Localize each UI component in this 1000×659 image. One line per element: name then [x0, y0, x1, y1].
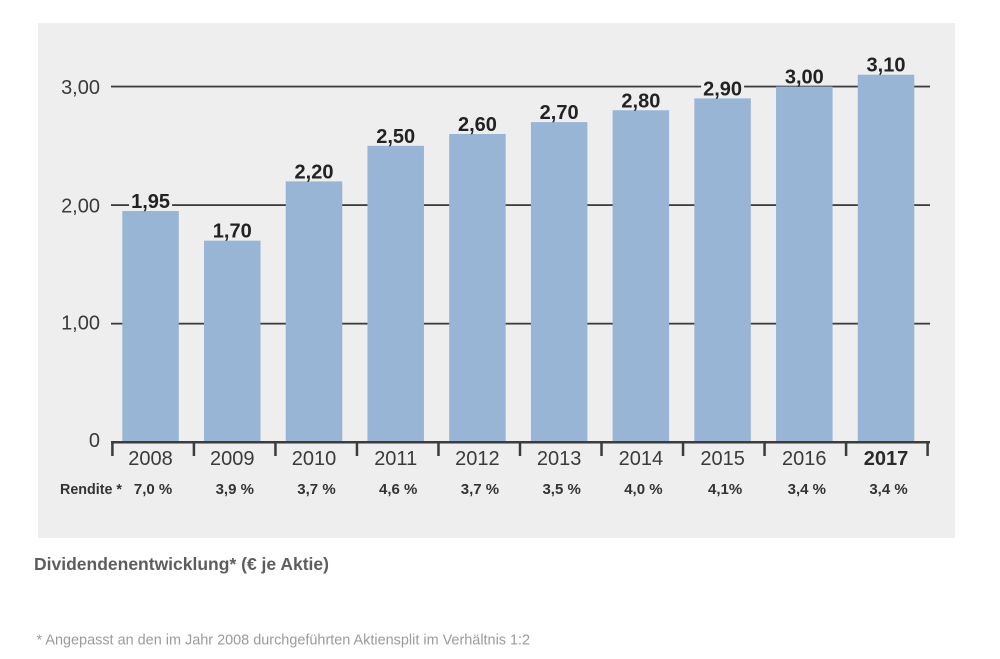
svg-text:Rendite *: Rendite *	[60, 482, 122, 498]
svg-text:1,00: 1,00	[61, 313, 100, 335]
svg-text:2,20: 2,20	[295, 161, 334, 183]
svg-text:3,10: 3,10	[867, 55, 906, 77]
svg-text:2,60: 2,60	[458, 114, 497, 136]
svg-text:4,1%: 4,1%	[708, 481, 742, 498]
svg-text:2009: 2009	[210, 448, 255, 470]
svg-text:0: 0	[89, 430, 100, 452]
svg-text:3,00: 3,00	[785, 67, 824, 89]
svg-text:* Angepasst an den im Jahr 200: * Angepasst an den im Jahr 2008 durchgef…	[37, 633, 531, 649]
svg-text:2008: 2008	[128, 448, 173, 470]
svg-text:3,5 %: 3,5 %	[542, 481, 580, 498]
svg-text:2012: 2012	[455, 448, 500, 470]
svg-text:2,80: 2,80	[621, 90, 660, 112]
svg-text:4,6 %: 4,6 %	[379, 481, 417, 498]
svg-text:2015: 2015	[700, 448, 745, 470]
svg-text:3,7 %: 3,7 %	[461, 481, 499, 498]
svg-text:7,0 %: 7,0 %	[134, 481, 172, 498]
svg-text:2,50: 2,50	[376, 126, 415, 148]
svg-text:2014: 2014	[619, 448, 664, 470]
svg-text:1,95: 1,95	[131, 191, 170, 213]
svg-text:4,0 %: 4,0 %	[624, 481, 662, 498]
svg-text:2,70: 2,70	[540, 102, 579, 124]
svg-text:2011: 2011	[374, 448, 417, 470]
svg-text:3,00: 3,00	[61, 77, 100, 99]
svg-text:3,7 %: 3,7 %	[297, 481, 335, 498]
svg-text:2,90: 2,90	[703, 78, 742, 100]
svg-text:3,9 %: 3,9 %	[216, 481, 254, 498]
svg-text:1,70: 1,70	[213, 221, 252, 243]
svg-text:3,4 %: 3,4 %	[788, 481, 826, 498]
svg-text:3,4 %: 3,4 %	[869, 481, 907, 498]
svg-text:2010: 2010	[292, 448, 337, 470]
svg-text:2,00: 2,00	[61, 195, 100, 217]
svg-text:2017: 2017	[864, 448, 909, 470]
svg-text:2016: 2016	[782, 448, 827, 470]
svg-text:2013: 2013	[537, 448, 582, 470]
svg-text:Dividendenentwicklung* (€ je A: Dividendenentwicklung* (€ je Aktie)	[34, 554, 329, 574]
